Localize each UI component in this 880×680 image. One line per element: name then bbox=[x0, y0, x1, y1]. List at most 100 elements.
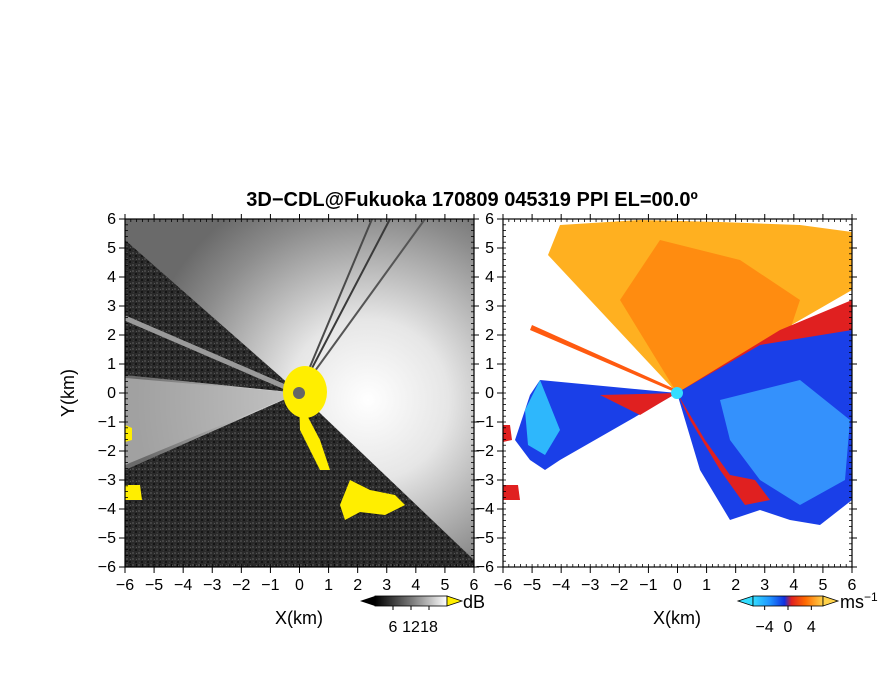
x-tick-label: 2 bbox=[353, 577, 362, 594]
beam-sector-west bbox=[125, 378, 299, 465]
velocity-boundary bbox=[677, 393, 770, 505]
x-tick-label: −2 bbox=[232, 577, 250, 594]
y-tick-label: 6 bbox=[107, 211, 116, 228]
edge-flag bbox=[125, 425, 132, 442]
y-tick-label: −6 bbox=[476, 559, 494, 576]
x-tick-label: −1 bbox=[639, 577, 657, 594]
edge-flag bbox=[125, 485, 142, 500]
colorbar-low-arrow bbox=[736, 595, 754, 607]
x-tick-label: −6 bbox=[494, 577, 512, 594]
x-tick-label: −2 bbox=[610, 577, 628, 594]
x-tick-label: −6 bbox=[116, 577, 134, 594]
x-tick-label: −4 bbox=[552, 577, 570, 594]
x-tick-label: −5 bbox=[145, 577, 163, 594]
velocity-spoke-west bbox=[530, 325, 677, 393]
shadow-spoke bbox=[298, 219, 373, 394]
left-axis-ticks: −6 −5 −4 −3 −2 −1 0 1 2 3 4 5 6 −6 −5 −4 −3 −2 −1 0 1 2 3 4 5 6 bbox=[98, 211, 479, 594]
x-tick-label: 3 bbox=[760, 577, 769, 594]
y-tick-label: −4 bbox=[98, 501, 116, 518]
y-tick-label: −5 bbox=[98, 530, 116, 547]
colorbar-high-arrow bbox=[822, 595, 840, 607]
x-tick-label: 1 bbox=[702, 577, 711, 594]
blocked-sector-south bbox=[125, 393, 474, 567]
y-tick-label: 2 bbox=[107, 327, 116, 344]
x-tick-label: 2 bbox=[731, 577, 740, 594]
y-tick-label: 3 bbox=[485, 298, 494, 315]
colorbar-tick-label: 12 bbox=[402, 619, 420, 636]
edge-flag bbox=[299, 400, 330, 470]
y-tick-label: 0 bbox=[485, 385, 494, 402]
y-tick-label: −3 bbox=[476, 472, 494, 489]
velocity-field bbox=[503, 220, 852, 525]
y-tick-label: 4 bbox=[107, 269, 116, 286]
beam-spoke bbox=[125, 315, 300, 396]
x-tick-label: 4 bbox=[789, 577, 798, 594]
x-tick-label: −3 bbox=[203, 577, 221, 594]
y-tick-label: −1 bbox=[476, 414, 494, 431]
colorbar-tick-label: 4 bbox=[807, 619, 816, 636]
x-tick-label: −4 bbox=[174, 577, 192, 594]
velocity-panel: −6 −5 −4 −3 −2 −1 0 1 2 3 4 5 6 −6 −5 −4 −3 −2 −1 0 1 2 3 4 5 6 X… bbox=[476, 211, 878, 636]
y-tick-label: 0 bbox=[107, 385, 116, 402]
y-axis-label: Y(km) bbox=[58, 369, 78, 417]
y-tick-label: 3 bbox=[107, 298, 116, 315]
colorbar-ramp bbox=[374, 595, 448, 607]
near-range-flag bbox=[283, 366, 327, 418]
x-tick-label: −5 bbox=[523, 577, 541, 594]
colorbar-low-arrow bbox=[360, 596, 375, 606]
x-tick-label: 1 bbox=[324, 577, 333, 594]
colorbar-tick-label: 6 bbox=[389, 619, 398, 636]
x-tick-label: 6 bbox=[848, 577, 857, 594]
velocity-west-core bbox=[525, 380, 560, 455]
x-tick-label: 6 bbox=[470, 577, 479, 594]
edge-flag bbox=[340, 480, 405, 520]
x-tick-label: −1 bbox=[261, 577, 279, 594]
y-tick-label: 1 bbox=[107, 356, 116, 373]
chart-title: 3D−CDL@Fukuoka 170809 045319 PPI EL=00.0… bbox=[246, 189, 698, 211]
colorbar-unit: dB bbox=[463, 592, 485, 612]
velocity-edge bbox=[503, 485, 520, 500]
velocity-colorbar: ms−1 −4 0 4 bbox=[736, 590, 878, 636]
x-tick-label: 3 bbox=[382, 577, 391, 594]
right-axis-ticks: −6 −5 −4 −3 −2 −1 0 1 2 3 4 5 6 −6 −5 −4 −3 −2 −1 0 1 2 3 4 5 6 bbox=[476, 211, 857, 594]
reflectivity-field bbox=[125, 219, 474, 567]
velocity-boundary bbox=[600, 393, 677, 415]
colorbar-tick-label: 18 bbox=[420, 619, 438, 636]
y-tick-label: 5 bbox=[485, 240, 494, 257]
colorbar-ramp bbox=[752, 595, 824, 607]
colorbar-high-arrow bbox=[446, 595, 464, 607]
y-tick-label: −4 bbox=[476, 501, 494, 518]
y-tick-label: −2 bbox=[98, 443, 116, 460]
radar-site bbox=[671, 387, 683, 399]
y-tick-label: −1 bbox=[98, 414, 116, 431]
velocity-cool-core bbox=[720, 380, 850, 505]
x-tick-label: 5 bbox=[440, 577, 449, 594]
shadow-spoke bbox=[298, 219, 426, 394]
shadow-spoke bbox=[298, 219, 391, 394]
colorbar-unit: ms−1 bbox=[840, 590, 878, 612]
reflectivity-colorbar: dB 6 12 18 bbox=[360, 592, 485, 636]
velocity-edge bbox=[503, 425, 512, 442]
left-x-axis-label: X(km) bbox=[275, 608, 323, 628]
blocked-sector-nw bbox=[125, 240, 299, 393]
x-tick-label: 4 bbox=[411, 577, 420, 594]
x-tick-label: 0 bbox=[673, 577, 682, 594]
y-tick-label: −6 bbox=[98, 559, 116, 576]
colorbar-tick-label: −4 bbox=[756, 619, 774, 636]
y-tick-label: −2 bbox=[476, 443, 494, 460]
y-tick-label: 1 bbox=[485, 356, 494, 373]
y-tick-label: −5 bbox=[476, 530, 494, 547]
y-tick-label: 5 bbox=[107, 240, 116, 257]
x-tick-label: 0 bbox=[295, 577, 304, 594]
y-tick-label: 2 bbox=[485, 327, 494, 344]
colorbar-tick-label: 0 bbox=[784, 619, 793, 636]
right-x-axis-label: X(km) bbox=[653, 608, 701, 628]
x-tick-label: 5 bbox=[818, 577, 827, 594]
x-tick-label: −3 bbox=[581, 577, 599, 594]
velocity-warm-core bbox=[620, 240, 800, 393]
y-tick-label: −3 bbox=[98, 472, 116, 489]
y-tick-label: 4 bbox=[485, 269, 494, 286]
radar-site bbox=[293, 387, 305, 399]
